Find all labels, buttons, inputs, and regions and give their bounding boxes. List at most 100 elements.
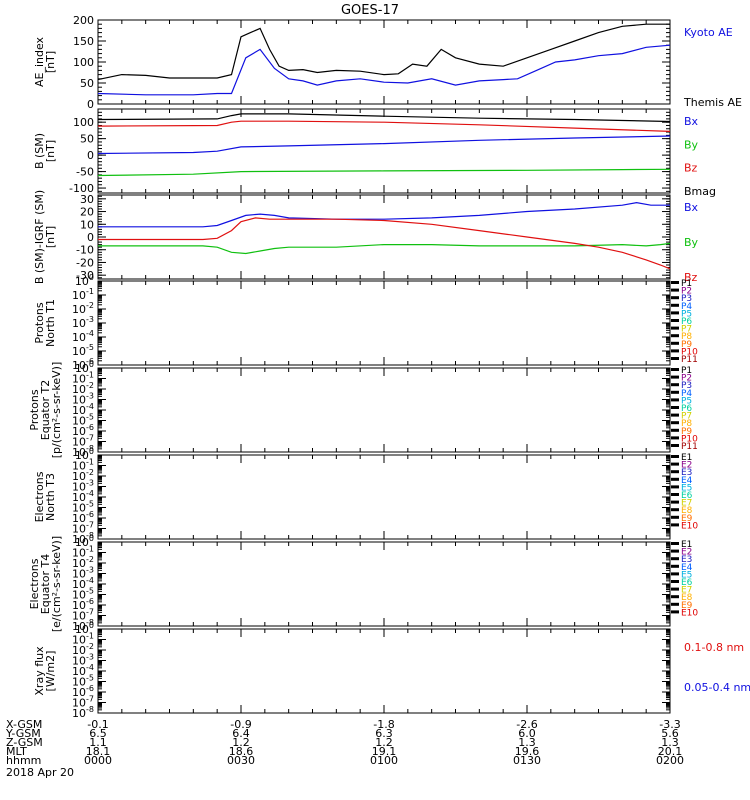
x-row-value: 0130 xyxy=(513,754,541,767)
legend-channel-marker xyxy=(671,462,679,466)
y-tick-label: 20 xyxy=(80,206,94,219)
x-row-value: 6.3 xyxy=(375,727,393,740)
legend-channel-marker xyxy=(671,470,679,474)
legend-channel-e5: E5 xyxy=(681,570,692,580)
legend-channel-e1: E1 xyxy=(681,540,692,550)
y-tick-base: 10 xyxy=(72,523,86,536)
y-tick-base: 10 xyxy=(72,697,86,710)
y-axis-label-line: Equator T2 xyxy=(39,380,52,440)
x-row-value: 1.1 xyxy=(89,736,107,749)
y-tick-base: 10 xyxy=(72,589,86,602)
y-tick-base: 10 xyxy=(72,317,86,330)
y-tick-label: 10-2 xyxy=(72,555,94,570)
y-tick-exponent: -2 xyxy=(86,555,94,564)
legend-channel-marker xyxy=(671,523,679,527)
legend-channel-e7: E7 xyxy=(681,586,692,596)
y-tick-label: 10-7 xyxy=(72,434,94,449)
y-tick-label: 10-8 xyxy=(72,705,94,720)
legend-channel-marker xyxy=(671,349,679,353)
series-line-bmag xyxy=(97,113,671,123)
y-tick-label: 10-8 xyxy=(72,618,94,633)
y-tick-label: 0 xyxy=(87,231,94,244)
x-row-value: -0.9 xyxy=(230,718,251,731)
panel-pe: ProtonsEquator T2[p/(cm²-s-sr-keV)] 10010… xyxy=(28,360,698,459)
y-tick-exponent: -5 xyxy=(86,343,94,352)
x-row-value: -3.3 xyxy=(659,718,680,731)
legend-channel-p6: P6 xyxy=(681,317,692,327)
legend-channel-marker xyxy=(671,341,679,345)
y-tick-base: 10 xyxy=(72,470,86,483)
legend-channel-p11: P11 xyxy=(681,442,698,452)
legend-kyoto-ae: Kyoto AE xyxy=(684,26,733,39)
x-row-value: 5.6 xyxy=(661,727,679,740)
y-tick-base: 10 xyxy=(75,362,89,375)
legend-channel-marker xyxy=(671,428,679,432)
y-tick-exponent: -1 xyxy=(86,632,94,641)
legend-channel-marker xyxy=(671,334,679,338)
legend-channel-marker xyxy=(671,444,679,447)
x-row-value: 0200 xyxy=(656,754,684,767)
legend-channel-p4: P4 xyxy=(681,302,692,312)
y-tick-label: 10-2 xyxy=(72,468,94,483)
legend-channel-marker xyxy=(671,398,679,402)
legend-channel-marker xyxy=(671,406,679,409)
legend-channel-marker xyxy=(671,421,679,425)
y-tick-label: 10-7 xyxy=(72,521,94,536)
y-axis-label-line: [nT] xyxy=(44,140,57,162)
y-tick-exponent: -3 xyxy=(86,479,94,488)
y-axis-label-line: B (SM)-IGRF (SM) xyxy=(33,190,46,284)
legend-0-1-0-8-nm: 0.1-0.8 nm xyxy=(684,641,744,654)
legend-channel-marker xyxy=(671,311,679,315)
y-axis-label-line: [nT] xyxy=(44,226,57,248)
legend-channel-marker xyxy=(671,303,679,307)
y-tick-base: 10 xyxy=(72,686,86,699)
y-tick-exponent: -4 xyxy=(86,663,94,672)
legend-channel-marker xyxy=(671,288,679,292)
legend-channel-e4: E4 xyxy=(681,563,693,573)
y-tick-base: 10 xyxy=(72,415,86,428)
y-tick-label: 10-2 xyxy=(72,381,94,396)
legend-channel-marker xyxy=(671,485,679,489)
y-tick-base: 10 xyxy=(72,383,86,396)
y-tick-exponent: -1 xyxy=(86,371,94,380)
y-tick-exponent: -5 xyxy=(86,587,94,596)
y-axis-label-line: AE_index xyxy=(33,36,46,87)
y-tick-exponent: -4 xyxy=(86,576,94,585)
y-tick-label: 10-6 xyxy=(72,423,94,438)
x-row-value: 1.3 xyxy=(518,736,536,749)
x-row-value: 18.6 xyxy=(229,745,254,758)
x-row-value: -2.6 xyxy=(516,718,537,731)
legend-0-05-0-4-nm: 0.05-0.4 nm xyxy=(684,681,750,694)
legend-channel-marker xyxy=(671,557,679,561)
legend-channel-e9: E9 xyxy=(681,514,693,524)
y-tick-label: 100 xyxy=(75,360,94,375)
y-tick-label: 10-5 xyxy=(72,500,94,515)
x-row-value: -0.1 xyxy=(87,718,108,731)
legend-channel-e7: E7 xyxy=(681,499,692,509)
y-tick-label: 10-5 xyxy=(72,413,94,428)
x-row-value: 0030 xyxy=(227,754,255,767)
legend-channel-p3: P3 xyxy=(681,381,692,391)
series-line-by xyxy=(97,168,671,177)
y-tick-base: 10 xyxy=(72,303,86,316)
series-line-by xyxy=(98,242,671,255)
y-tick-base: 10 xyxy=(72,533,86,546)
y-tick-exponent: -4 xyxy=(86,329,94,338)
y-tick-base: 10 xyxy=(72,460,86,473)
legend-channel-marker xyxy=(671,549,679,553)
legend-by: By xyxy=(684,236,699,249)
y-tick-label: 10-2 xyxy=(72,301,94,316)
y-tick-label: 10-4 xyxy=(72,329,94,344)
y-tick-base: 10 xyxy=(75,449,89,462)
legend-channel-marker xyxy=(671,436,679,440)
y-tick-base: 10 xyxy=(72,491,86,504)
legend-channel-p2: P2 xyxy=(681,374,692,384)
y-axis-label-line: B (SM) xyxy=(33,133,46,169)
legend-channel-marker xyxy=(671,564,679,568)
legend-channel-p8: P8 xyxy=(681,332,692,342)
y-tick-base: 10 xyxy=(72,568,86,581)
y-tick-label: 0 xyxy=(87,149,94,162)
y-tick-exponent: -7 xyxy=(86,434,94,443)
y-axis-label-line: Protons xyxy=(33,302,46,343)
y-tick-label: -100 xyxy=(69,182,94,195)
